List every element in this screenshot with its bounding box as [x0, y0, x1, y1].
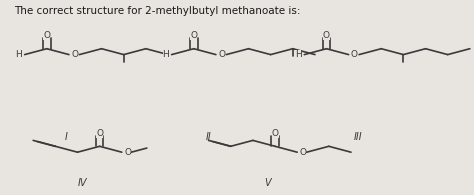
Text: H: H	[295, 50, 302, 59]
Text: I: I	[65, 131, 68, 142]
Text: O: O	[300, 148, 306, 157]
Text: O: O	[272, 129, 279, 138]
Text: O: O	[96, 129, 103, 138]
Text: IV: IV	[78, 178, 88, 188]
Text: II: II	[206, 131, 211, 142]
Text: O: O	[218, 50, 225, 59]
Text: V: V	[264, 178, 271, 188]
Text: O: O	[190, 31, 197, 40]
Text: O: O	[124, 148, 131, 157]
Text: O: O	[43, 31, 50, 40]
Text: III: III	[354, 131, 362, 142]
Text: H: H	[16, 50, 22, 59]
Text: O: O	[71, 50, 78, 59]
Text: H: H	[163, 50, 169, 59]
Text: The correct structure for 2-methylbutyl methanoate is:: The correct structure for 2-methylbutyl …	[14, 6, 301, 16]
Text: O: O	[351, 50, 358, 59]
Text: O: O	[323, 31, 330, 40]
